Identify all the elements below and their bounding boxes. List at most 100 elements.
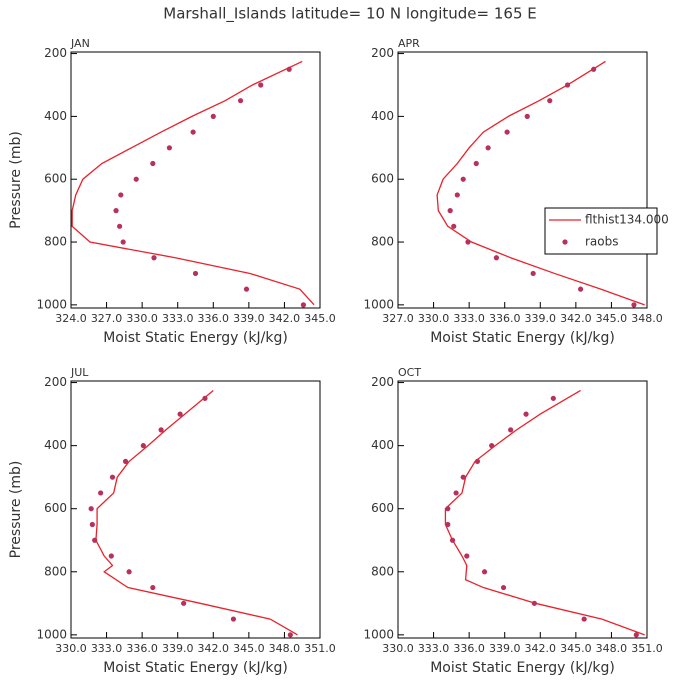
x-tick-label: 327.0 [382,312,414,325]
marker [258,82,264,88]
x-tick-label: 345.0 [304,312,336,325]
marker [447,208,453,214]
y-tick-label: 200 [371,46,394,60]
y-tick-label: 600 [371,501,394,515]
plot-frame [70,51,321,309]
panel-label: OCT [398,366,421,379]
marker [108,553,114,559]
y-tick-label: 600 [371,172,394,186]
marker [451,223,457,229]
marker [210,113,216,119]
y-tick-label: 200 [44,46,67,60]
marker [633,632,639,638]
marker [500,584,507,591]
marker [126,569,132,575]
marker [158,427,164,433]
marker [150,584,156,591]
x-tick-label: 333.0 [418,642,450,655]
marker [151,255,157,261]
plot-frame [70,380,321,639]
marker [524,113,530,119]
marker [237,98,244,104]
marker [150,160,156,167]
x-tick-label: 324.0 [55,312,87,325]
x-tick-label: 342.0 [525,642,557,655]
x-tick-label: 336.0 [453,642,485,655]
x-tick-label: 339.0 [233,312,265,325]
x-tick-label: 333.0 [162,312,194,325]
marker [454,192,460,198]
marker [190,129,196,135]
y-tick-label: 200 [44,375,67,389]
x-tick-label: 336.0 [198,312,230,325]
marker [460,176,466,182]
x-tick-label: 348.0 [596,642,628,655]
marker [177,411,183,417]
marker [230,616,237,622]
legend-label: raobs [585,235,619,249]
marker [140,443,146,449]
legend-frame [544,207,658,255]
marker [243,286,250,292]
x-tick-label: 330.0 [126,312,158,325]
x-tick-label: 348.0 [631,312,663,325]
x-tick-label: 348.0 [269,642,301,655]
y-tick-label: 400 [371,438,394,452]
marker [449,537,456,543]
marker [523,411,529,417]
y-tick-label: 600 [44,172,67,186]
y-tick-label: 1000 [363,297,394,311]
y-tick-label: 800 [371,235,394,249]
plot-frame [397,51,648,309]
marker [445,521,451,528]
x-axis-label: Moist Static Energy (kJ/kg) [430,660,615,676]
panel-label: JAN [70,37,90,50]
y-tick-label: 200 [371,375,394,389]
marker [192,270,199,277]
marker [591,66,597,72]
marker [564,82,571,88]
marker [88,506,94,512]
marker [474,458,481,465]
marker [120,239,126,245]
marker [109,474,116,480]
marker [485,145,491,151]
marker [578,286,584,292]
x-tick-label: 339.0 [489,642,521,655]
marker [465,239,471,245]
y-tick-label: 400 [371,109,394,123]
x-tick-label: 330.0 [55,642,87,655]
y-tick-label: 400 [44,109,67,123]
marker [287,632,293,638]
y-tick-label: 400 [44,438,67,452]
x-tick-label: 342.0 [198,642,230,655]
x-tick-label: 336.0 [489,312,521,325]
marker [504,129,510,135]
x-tick-label: 342.0 [269,312,301,325]
marker [460,474,466,480]
marker [98,490,104,496]
marker [550,395,556,401]
x-tick-label: 345.0 [596,312,628,325]
x-tick-label: 336.0 [126,642,158,655]
marker [117,223,123,229]
x-tick-label: 339.0 [525,312,557,325]
marker [445,506,451,512]
marker [133,176,139,182]
panel-label: APR [398,37,420,50]
marker [89,521,95,528]
x-tick-label: 330.0 [382,642,414,655]
marker [631,302,637,308]
legend-label: flthist134.000 [585,213,669,227]
x-tick-label: 345.0 [560,642,592,655]
y-tick-label: 800 [371,564,394,578]
marker [166,145,173,151]
line-series [95,389,298,636]
y-tick-label: 600 [44,501,67,515]
plot-frame [397,380,648,639]
y-axis-label: Pressure (mb) [8,131,24,229]
legend-swatch [562,239,568,245]
line-series [436,60,645,306]
x-tick-label: 351.0 [631,642,663,655]
